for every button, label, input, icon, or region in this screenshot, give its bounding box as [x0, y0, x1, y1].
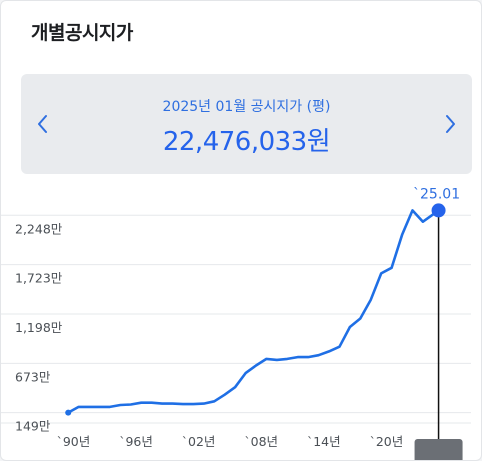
y-axis-labels: 149만 673만 1,198만 1,723만 2,248만 [15, 221, 63, 433]
highlight-point[interactable] [431, 203, 446, 218]
chevron-left-icon [38, 115, 47, 133]
prev-period-button[interactable] [33, 111, 53, 137]
price-summary-panel: 2025년 01월 공시지가 (평) 22,476,033원 [21, 74, 472, 174]
highlight-tooltip-tab [414, 439, 463, 460]
x-tick-label: `02년 [182, 434, 216, 449]
series-start-point [65, 409, 72, 416]
chevron-right-icon [446, 115, 455, 133]
x-tick-label: `96년 [119, 434, 153, 449]
price-series-line [66, 209, 440, 414]
price-period-label: 2025년 01월 공시지가 (평) [162, 99, 331, 115]
x-axis-labels: `90년 `96년 `02년 `08년 `14년 `20년 [57, 434, 404, 449]
price-value: 22,476,033원 [162, 127, 331, 157]
y-tick-label: 149만 [15, 419, 51, 434]
next-period-button[interactable] [440, 111, 460, 137]
highlight-layer[interactable]: `25.01 [413, 186, 463, 460]
y-tick-label: 2,248만 [15, 221, 63, 236]
page-title: 개별공시지가 [31, 22, 133, 44]
series-layer [65, 209, 440, 416]
x-tick-label: `20년 [370, 434, 404, 449]
y-tick-label: 1,723만 [15, 271, 63, 286]
highlight-label: `25.01 [413, 186, 460, 202]
chart-grid [1, 214, 471, 424]
x-tick-label: `08년 [244, 434, 278, 449]
y-tick-label: 1,198만 [15, 320, 63, 335]
y-tick-label: 673만 [15, 369, 51, 384]
x-tick-label: `90년 [57, 434, 91, 449]
x-tick-label: `14년 [307, 434, 341, 449]
